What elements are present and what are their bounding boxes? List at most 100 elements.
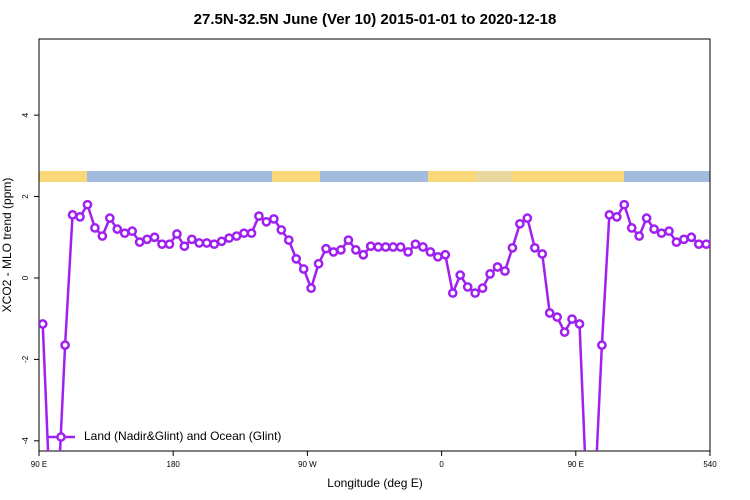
point — [343, 235, 354, 245]
x-tick-label: 90 E — [568, 460, 584, 469]
point — [269, 214, 279, 224]
point — [537, 249, 548, 259]
point — [559, 327, 570, 337]
x-tick-label: 180 — [167, 460, 181, 469]
point — [231, 231, 242, 241]
point — [619, 199, 630, 210]
point — [164, 239, 175, 250]
point — [97, 231, 108, 241]
point — [552, 312, 563, 322]
point — [246, 228, 257, 239]
point — [447, 288, 458, 298]
point — [313, 258, 324, 269]
point — [254, 211, 264, 221]
point — [201, 238, 212, 248]
point — [455, 270, 466, 280]
point — [634, 231, 645, 241]
point — [336, 245, 346, 255]
point — [298, 264, 309, 274]
point — [119, 228, 130, 239]
point — [664, 226, 674, 237]
point — [239, 228, 249, 239]
point — [186, 234, 197, 245]
y-axis-label: XCO2 - MLO trend (ppm) — [0, 178, 14, 313]
point — [462, 282, 473, 292]
point — [306, 283, 316, 294]
x-tick-label: 90 E — [31, 460, 47, 469]
point — [112, 224, 123, 234]
point — [649, 224, 659, 234]
point — [149, 232, 160, 243]
point — [276, 225, 287, 235]
point — [321, 243, 331, 254]
point — [351, 245, 361, 255]
point — [67, 210, 78, 220]
point — [492, 262, 503, 272]
point — [403, 247, 413, 257]
ocean-band — [39, 171, 710, 182]
point — [224, 233, 234, 243]
land-band — [512, 171, 624, 182]
y-tick-label: -2 — [21, 355, 30, 363]
point — [209, 239, 220, 250]
point — [597, 340, 607, 351]
x-tick-label: 540 — [703, 460, 717, 469]
land-band — [476, 171, 512, 182]
point — [693, 239, 704, 250]
point — [104, 213, 115, 223]
point — [567, 314, 577, 324]
point — [134, 237, 145, 248]
point — [507, 242, 518, 253]
point — [485, 269, 495, 279]
point — [157, 239, 167, 250]
chart-title: 27.5N-32.5N June (Ver 10) 2015-01-01 to … — [194, 11, 557, 28]
point — [604, 210, 615, 220]
point — [418, 242, 428, 252]
point — [90, 223, 100, 233]
land-ocean-strip — [39, 171, 710, 182]
point — [380, 242, 391, 252]
y-tick-label: 0 — [21, 275, 30, 280]
point — [395, 242, 406, 252]
y-tick-label: 4 — [21, 112, 30, 117]
point — [433, 251, 443, 262]
x-tick-label: 0 — [439, 460, 444, 469]
point — [671, 237, 682, 248]
point — [388, 242, 398, 252]
point — [574, 319, 585, 329]
point — [611, 212, 622, 222]
legend-label: Land (Nadir&Glint) and Ocean (Glint) — [84, 429, 281, 443]
point — [544, 308, 555, 318]
point — [500, 266, 510, 276]
point — [60, 340, 70, 351]
point — [425, 247, 436, 257]
point — [477, 283, 488, 294]
point — [410, 239, 421, 250]
point — [127, 226, 138, 237]
point — [142, 234, 152, 245]
point — [522, 213, 533, 223]
point — [686, 232, 697, 243]
point — [373, 242, 384, 252]
point — [365, 241, 376, 252]
point — [179, 241, 190, 252]
point — [39, 319, 48, 329]
y-tick-label: -4 — [21, 437, 30, 445]
point — [701, 239, 710, 250]
point — [358, 249, 369, 260]
point — [172, 229, 182, 239]
x-tick-label: 90 W — [298, 460, 317, 469]
point — [656, 228, 667, 239]
series — [39, 199, 710, 451]
point — [626, 223, 637, 233]
y-tick-label: 2 — [21, 194, 30, 199]
point — [470, 288, 480, 298]
point — [216, 236, 227, 247]
point — [75, 212, 85, 222]
x-axis-label: Longitude (deg E) — [327, 476, 422, 490]
point — [328, 247, 339, 257]
land-band — [428, 171, 476, 182]
land-band — [272, 171, 320, 182]
legend-marker — [56, 432, 66, 442]
